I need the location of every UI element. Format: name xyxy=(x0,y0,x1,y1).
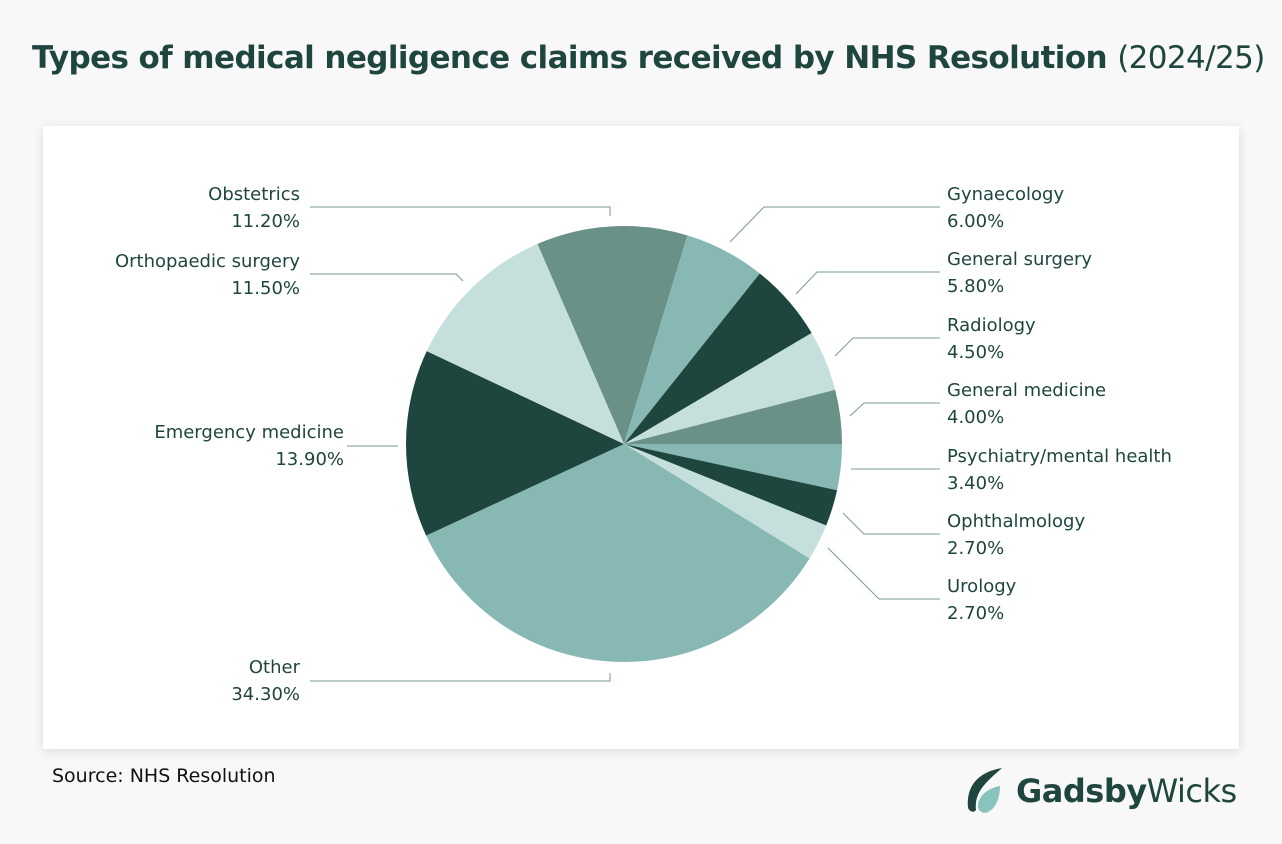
label-orthopaedic-surgery: Orthopaedic surgery 11.50% xyxy=(115,248,300,302)
pie-slices xyxy=(406,226,842,662)
label-name: Ophthalmology xyxy=(947,511,1086,532)
pie-slice-urology xyxy=(624,444,827,559)
label-name: Orthopaedic surgery xyxy=(114,251,300,272)
leader-line-orthopaedic xyxy=(310,273,464,282)
leader-line-general-medicine xyxy=(849,402,940,417)
label-name: Emergency medicine xyxy=(154,422,344,443)
label-value: 6.00% xyxy=(947,211,1005,232)
chart-title-period: (2024/25) xyxy=(1117,40,1265,76)
leader-lines xyxy=(310,206,940,682)
leader-line-ophthalmology xyxy=(842,512,940,535)
label-other: Other 34.30% xyxy=(231,654,300,708)
pie-slice-general-medicine xyxy=(624,389,842,444)
leader-line-radiology xyxy=(834,337,940,357)
pie-slice-radiology xyxy=(624,333,836,444)
leader-line-general-surgery xyxy=(795,271,940,295)
label-radiology: Radiology 4.50% xyxy=(947,312,1036,366)
label-value: 13.90% xyxy=(275,449,344,470)
leader-line-other xyxy=(310,673,611,682)
pie-slice-ophthalmology xyxy=(624,444,838,526)
chart-title: Types of medical negligence claims recei… xyxy=(32,40,1265,76)
label-name: Radiology xyxy=(947,315,1036,336)
label-name: Urology xyxy=(947,576,1017,597)
label-name: Obstetrics xyxy=(208,184,300,205)
label-ophthalmology: Ophthalmology 2.70% xyxy=(947,508,1085,562)
logo-light: Wicks xyxy=(1146,772,1238,810)
label-value: 4.00% xyxy=(947,407,1005,428)
label-urology: Urology 2.70% xyxy=(947,573,1016,627)
label-value: 4.50% xyxy=(947,342,1005,363)
label-obstetrics: Obstetrics 11.20% xyxy=(208,181,300,235)
logo-bold: Gadsby xyxy=(1016,772,1147,810)
label-name: General surgery xyxy=(947,249,1093,270)
logo-wordmark: GadsbyWicks xyxy=(1016,772,1237,810)
pie-slice-emergency-medicine xyxy=(406,351,624,536)
label-name: Other xyxy=(248,657,300,678)
label-emergency-medicine: Emergency medicine 13.90% xyxy=(154,419,344,473)
pie-slice-general-surgery xyxy=(624,273,812,444)
leader-line-gynaecology xyxy=(729,206,940,243)
pie-slice-other xyxy=(426,444,810,662)
pie-slice-psychiatry-mental-health xyxy=(624,444,842,491)
chart-title-main: Types of medical negligence claims recei… xyxy=(32,40,1108,76)
label-general-surgery: General surgery 5.80% xyxy=(947,246,1092,300)
label-name: General medicine xyxy=(947,380,1107,401)
label-psychiatry: Psychiatry/mental health 3.40% xyxy=(947,443,1172,497)
source-note: Source: NHS Resolution xyxy=(52,765,276,787)
pie-slice-gynaecology xyxy=(624,235,760,444)
label-value: 11.50% xyxy=(231,278,300,299)
label-gynaecology: Gynaecology 6.00% xyxy=(947,181,1064,235)
label-value: 34.30% xyxy=(231,684,300,705)
label-value: 5.80% xyxy=(947,276,1005,297)
label-name: Psychiatry/mental health xyxy=(947,446,1172,467)
label-value: 2.70% xyxy=(947,603,1005,624)
leaf-icon xyxy=(967,768,1002,813)
gadsbywicks-logo: GadsbyWicks xyxy=(964,766,1237,816)
label-value: 2.70% xyxy=(947,538,1005,559)
label-general-medicine: General medicine 4.00% xyxy=(947,377,1106,431)
label-value: 3.40% xyxy=(947,473,1005,494)
leader-line-obstetrics xyxy=(310,206,611,216)
pie-slice-obstetrics xyxy=(537,226,688,444)
leader-line-urology xyxy=(827,547,940,600)
label-name: Gynaecology xyxy=(947,184,1065,205)
pie-slice-orthopaedic-surgery xyxy=(426,243,624,444)
label-value: 11.20% xyxy=(231,211,300,232)
